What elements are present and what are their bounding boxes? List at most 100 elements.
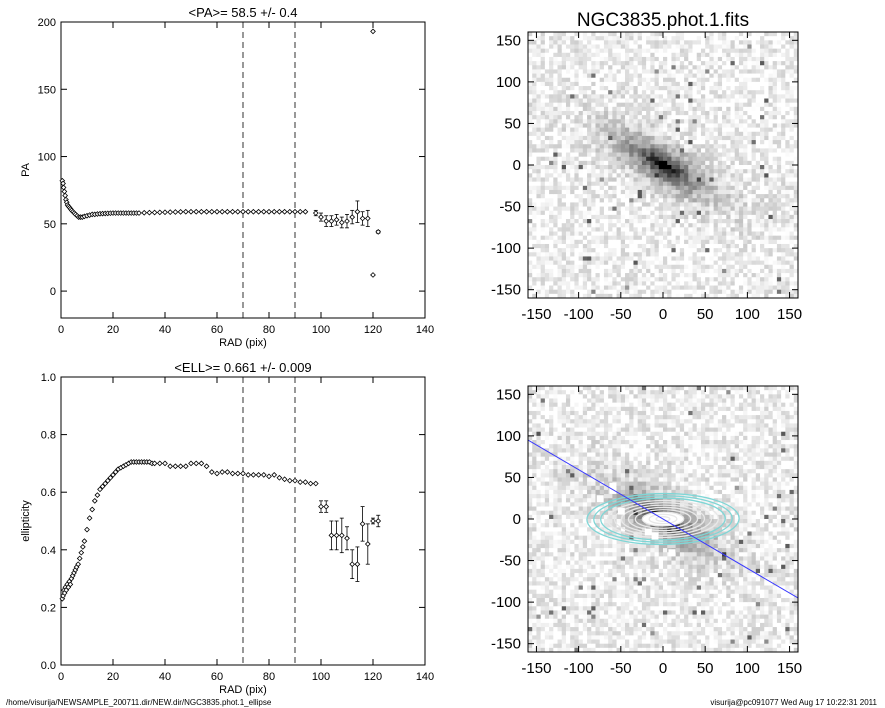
pixel (696, 52, 702, 58)
pixel (751, 56, 757, 62)
pixel (599, 231, 605, 237)
pixel (625, 206, 630, 212)
pixel (595, 56, 601, 62)
pixel (679, 285, 685, 291)
pixel (764, 185, 769, 191)
pixel (603, 194, 609, 199)
pixel (608, 285, 613, 291)
pixel (675, 243, 681, 249)
pixel (641, 110, 647, 116)
pixel (726, 277, 731, 282)
pixel (553, 86, 558, 91)
pixel (633, 73, 639, 79)
pixel (730, 264, 736, 270)
pixel (692, 256, 698, 261)
pixel (549, 131, 554, 137)
pixel (612, 169, 617, 174)
pixel (730, 106, 736, 112)
pixel (549, 223, 554, 228)
pixel (688, 223, 693, 228)
pixel (540, 481, 546, 487)
pixel (764, 239, 769, 245)
pixel (760, 94, 765, 99)
pixel (768, 273, 774, 278)
pixel (565, 223, 571, 228)
pixel (675, 56, 681, 62)
pixel (557, 243, 563, 249)
pixel (692, 223, 698, 228)
pixel (616, 268, 622, 274)
pixel (751, 248, 757, 253)
pixel (540, 73, 546, 79)
pixel (760, 273, 765, 278)
pixel (629, 102, 634, 108)
pixel (755, 119, 761, 124)
pixel (528, 531, 533, 537)
pixel (532, 435, 537, 441)
pixel (760, 235, 765, 241)
pixel (743, 289, 748, 295)
pixel (637, 268, 643, 274)
pixel (658, 115, 664, 120)
pixel (608, 281, 613, 286)
pixel (637, 144, 643, 149)
pixel (738, 219, 744, 224)
pixel (528, 285, 533, 291)
pixel (620, 173, 626, 178)
pixel (582, 65, 588, 70)
pixel (549, 77, 554, 83)
pixel (776, 169, 782, 174)
pixel (658, 61, 664, 66)
pixel (544, 627, 550, 632)
pixel (692, 181, 698, 187)
pixel (549, 40, 554, 45)
pixel (738, 181, 744, 187)
pixel (578, 61, 584, 66)
pixel (629, 256, 634, 261)
pixel (776, 69, 782, 74)
pixel (658, 127, 664, 133)
pixel (764, 135, 769, 141)
pixel (620, 123, 626, 128)
pixel (544, 293, 550, 298)
pixel (608, 185, 613, 191)
pixel (764, 273, 769, 278)
pixel (684, 231, 689, 237)
pixel (785, 165, 790, 170)
pixel (722, 61, 727, 66)
pixel (650, 273, 655, 278)
pixel (540, 448, 546, 453)
pixel (629, 61, 634, 66)
pixel (760, 181, 765, 187)
pixel (544, 440, 550, 445)
pixel (549, 614, 554, 620)
pixel (671, 98, 677, 104)
pixel (705, 81, 710, 87)
pixel (570, 239, 575, 245)
pixel (743, 156, 748, 162)
pixel (553, 543, 558, 549)
pixel (536, 119, 542, 124)
pixel (574, 144, 580, 149)
pixel (544, 160, 550, 166)
pixel (608, 260, 613, 266)
pixel (768, 235, 774, 241)
pixel (738, 160, 744, 166)
pixel (532, 406, 537, 412)
pixel (591, 227, 596, 232)
pixel (536, 531, 542, 537)
pixel (591, 289, 596, 295)
pixel (755, 194, 761, 199)
pixel (793, 256, 798, 261)
pixel (536, 73, 542, 79)
pixel (587, 110, 592, 116)
pixel (595, 293, 601, 298)
pixel (603, 165, 609, 170)
pixel (540, 523, 546, 528)
pixel (684, 94, 689, 99)
pixel (789, 235, 795, 241)
pixel (671, 123, 677, 128)
pixel (709, 243, 715, 249)
pixel (646, 131, 651, 137)
pixel (641, 115, 647, 120)
